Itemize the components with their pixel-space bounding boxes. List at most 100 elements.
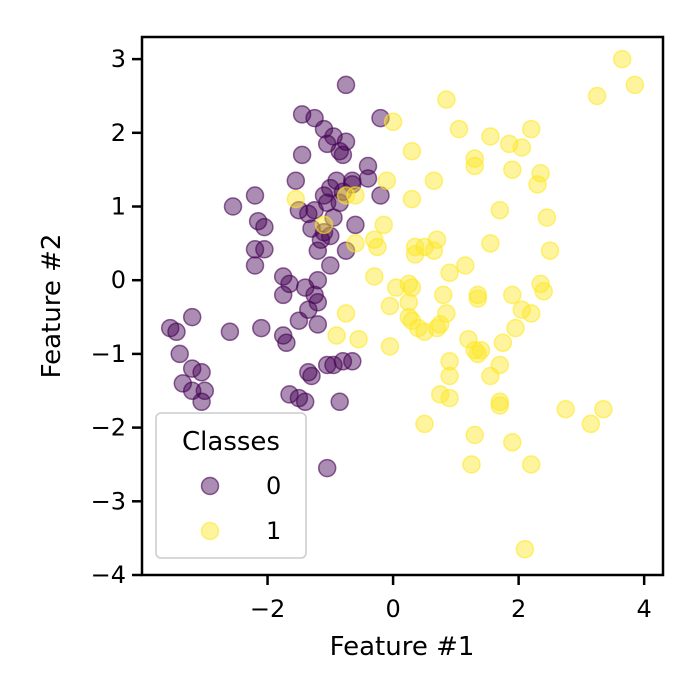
data-point-class-0 bbox=[273, 267, 293, 286]
y-tick-label: 1 bbox=[111, 193, 126, 221]
data-point-class-1 bbox=[346, 186, 365, 205]
data-point-class-1 bbox=[402, 311, 422, 330]
data-point-class-0 bbox=[295, 278, 315, 297]
data-point-class-1 bbox=[380, 337, 400, 356]
data-point-class-0 bbox=[343, 352, 362, 371]
data-point-class-1 bbox=[336, 186, 356, 205]
x-tick-label: 2 bbox=[511, 595, 526, 623]
data-point-class-0 bbox=[308, 315, 328, 334]
data-point-class-0 bbox=[336, 241, 356, 260]
data-point-class-0 bbox=[343, 175, 362, 194]
data-point-class-0 bbox=[286, 171, 306, 190]
data-point-class-1 bbox=[346, 234, 365, 253]
data-point-class-1 bbox=[424, 171, 444, 190]
data-point-class-0 bbox=[170, 344, 189, 364]
y-tick-label: 0 bbox=[111, 266, 126, 294]
data-point-class-1 bbox=[415, 414, 434, 434]
data-point-class-0 bbox=[358, 169, 378, 188]
data-point-class-1 bbox=[437, 90, 456, 109]
data-point-class-1 bbox=[534, 282, 553, 301]
data-point-class-1 bbox=[405, 245, 425, 264]
data-point-class-1 bbox=[365, 267, 384, 286]
data-point-class-1 bbox=[349, 329, 368, 349]
data-point-class-0 bbox=[182, 307, 202, 327]
data-point-class-0 bbox=[299, 204, 318, 224]
data-point-class-1 bbox=[528, 175, 547, 194]
data-point-class-0 bbox=[321, 256, 340, 275]
y-tick-label: −2 bbox=[91, 414, 126, 442]
data-point-class-1 bbox=[490, 396, 510, 415]
legend-title: Classes bbox=[182, 427, 280, 457]
data-point-class-1 bbox=[512, 300, 532, 319]
data-point-class-1 bbox=[402, 278, 422, 297]
legend-label-class-0: 0 bbox=[266, 472, 281, 500]
data-point-class-1 bbox=[481, 127, 500, 146]
plot-frame bbox=[140, 35, 665, 577]
data-point-class-1 bbox=[449, 119, 469, 139]
data-point-class-0 bbox=[336, 75, 356, 95]
data-point-class-1 bbox=[415, 322, 434, 342]
data-point-class-1 bbox=[327, 326, 346, 345]
data-point-class-0 bbox=[324, 355, 343, 375]
data-point-class-1 bbox=[336, 304, 356, 323]
x-tick-label: −2 bbox=[250, 595, 285, 623]
data-point-class-0 bbox=[255, 217, 274, 237]
y-tick-label: −3 bbox=[91, 487, 126, 515]
data-point-class-1 bbox=[377, 171, 397, 190]
data-point-class-0 bbox=[292, 145, 312, 165]
data-point-class-1 bbox=[503, 433, 522, 452]
data-point-class-0 bbox=[308, 293, 328, 312]
legend: Classes 0 1 bbox=[155, 412, 307, 559]
data-point-class-1 bbox=[625, 75, 645, 95]
data-point-class-0 bbox=[308, 241, 328, 260]
data-point-class-0 bbox=[173, 374, 193, 393]
data-point-class-0 bbox=[330, 392, 349, 412]
data-point-class-1 bbox=[540, 241, 560, 260]
data-point-class-1 bbox=[556, 399, 575, 419]
data-point-class-0 bbox=[321, 226, 340, 246]
data-point-class-0 bbox=[220, 322, 240, 342]
data-point-class-1 bbox=[503, 160, 522, 179]
y-tick-label: −1 bbox=[91, 340, 126, 368]
data-point-class-1 bbox=[515, 539, 535, 559]
data-point-class-1 bbox=[314, 215, 334, 235]
data-point-class-1 bbox=[493, 333, 513, 353]
data-point-class-1 bbox=[440, 366, 459, 386]
data-point-class-0 bbox=[295, 392, 315, 412]
data-point-class-0 bbox=[255, 240, 274, 259]
y-tick-label: 2 bbox=[111, 119, 126, 147]
data-point-class-1 bbox=[415, 237, 434, 257]
data-point-class-0 bbox=[195, 381, 215, 401]
data-point-class-1 bbox=[462, 455, 481, 474]
data-point-class-1 bbox=[374, 215, 393, 235]
data-point-class-0 bbox=[245, 240, 265, 259]
x-tick-label: 4 bbox=[637, 595, 652, 623]
data-point-class-1 bbox=[468, 344, 488, 364]
data-point-class-0 bbox=[302, 366, 321, 386]
data-point-class-0 bbox=[192, 392, 211, 412]
data-point-class-0 bbox=[167, 322, 186, 342]
data-point-class-0 bbox=[289, 200, 309, 220]
data-point-class-0 bbox=[289, 311, 309, 330]
data-point-class-0 bbox=[311, 230, 331, 249]
data-point-class-1 bbox=[594, 399, 613, 419]
data-point-class-1 bbox=[402, 141, 422, 161]
data-point-class-1 bbox=[430, 385, 450, 404]
data-point-class-1 bbox=[405, 237, 425, 257]
data-point-class-1 bbox=[465, 149, 484, 168]
data-point-class-0 bbox=[273, 285, 293, 305]
data-point-class-1 bbox=[465, 156, 484, 176]
data-point-class-1 bbox=[437, 304, 456, 323]
data-point-class-0 bbox=[182, 359, 202, 378]
y-axis-ticks: 3 2 1 0 −1 −2 −3 −4 bbox=[91, 45, 142, 589]
x-tick-label: 0 bbox=[385, 595, 400, 623]
data-point-class-1 bbox=[286, 189, 306, 209]
y-axis-label: Feature #2 bbox=[37, 234, 67, 379]
data-point-class-1 bbox=[531, 164, 550, 183]
legend-marker-class-1 bbox=[200, 521, 220, 541]
y-tick-label: 3 bbox=[111, 45, 126, 73]
data-point-class-1 bbox=[521, 119, 541, 139]
legend-label-class-1: 1 bbox=[266, 517, 281, 545]
